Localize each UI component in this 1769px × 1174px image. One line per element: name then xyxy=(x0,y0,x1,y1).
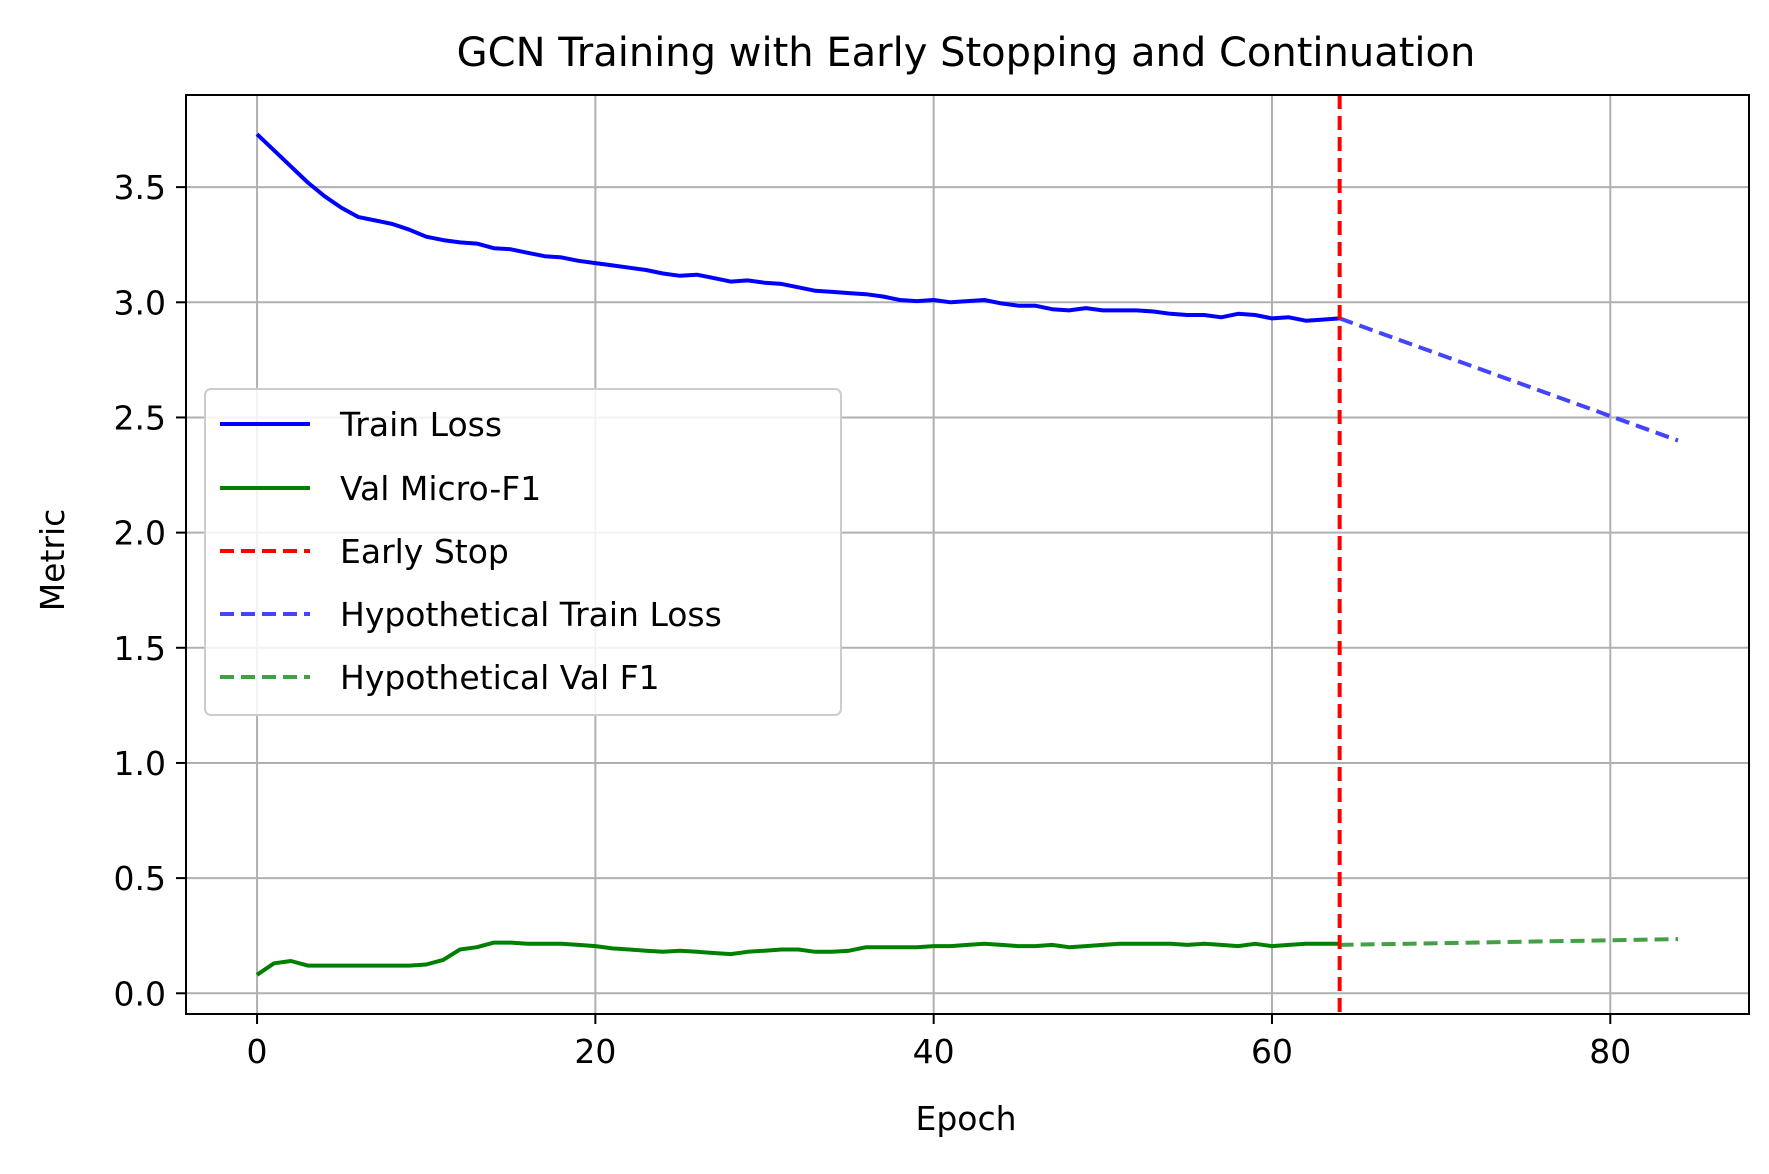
y-tick-label: 2.5 xyxy=(114,398,166,437)
y-tick-label: 1.0 xyxy=(114,744,166,783)
y-tick-label: 2.0 xyxy=(114,514,166,553)
y-tick-label: 1.5 xyxy=(114,629,166,668)
legend-label-val-micro-f1: Val Micro-F1 xyxy=(340,469,541,508)
series-line-hypothetical-val-f1 xyxy=(1339,937,1679,947)
x-tick-label: 80 xyxy=(1589,1032,1631,1071)
x-tick-label: 40 xyxy=(913,1032,955,1071)
y-tick-label: 3.5 xyxy=(114,168,166,207)
chart-title: GCN Training with Early Stopping and Con… xyxy=(457,30,1476,76)
y-axis-label: Metric xyxy=(33,509,72,612)
series-line-hypothetical-train-loss xyxy=(1338,316,1679,443)
y-tick-label: 0.5 xyxy=(114,859,166,898)
plot-frame xyxy=(185,94,1750,1015)
x-tick-label: 60 xyxy=(1251,1032,1293,1071)
series-line-train-loss xyxy=(255,132,1340,323)
x-axis-label: Epoch xyxy=(915,1099,1016,1138)
plot-series xyxy=(255,95,1679,1014)
series-line-val-micro-f1 xyxy=(255,940,1340,977)
y-tick-label: 3.0 xyxy=(114,283,166,322)
axis-ticks: 0 20 40 60 80 0.0 0.5 1.0 1.5 2.0 2.5 3.0 3.5 xyxy=(114,168,1632,1071)
chart-legend: Train Loss Val Micro-F1 Early Stop Hypot… xyxy=(204,388,842,716)
legend-label-train-loss: Train Loss xyxy=(339,405,502,444)
x-tick-label: 0 xyxy=(247,1032,268,1071)
legend-label-hypothetical-train-loss: Hypothetical Train Loss xyxy=(340,595,722,634)
x-tick-label: 20 xyxy=(574,1032,616,1071)
y-tick-label: 0.0 xyxy=(114,974,166,1013)
legend-label-hypothetical-val-f1: Hypothetical Val F1 xyxy=(340,658,660,697)
legend-label-early-stop: Early Stop xyxy=(340,532,509,571)
legend-box xyxy=(204,388,842,716)
